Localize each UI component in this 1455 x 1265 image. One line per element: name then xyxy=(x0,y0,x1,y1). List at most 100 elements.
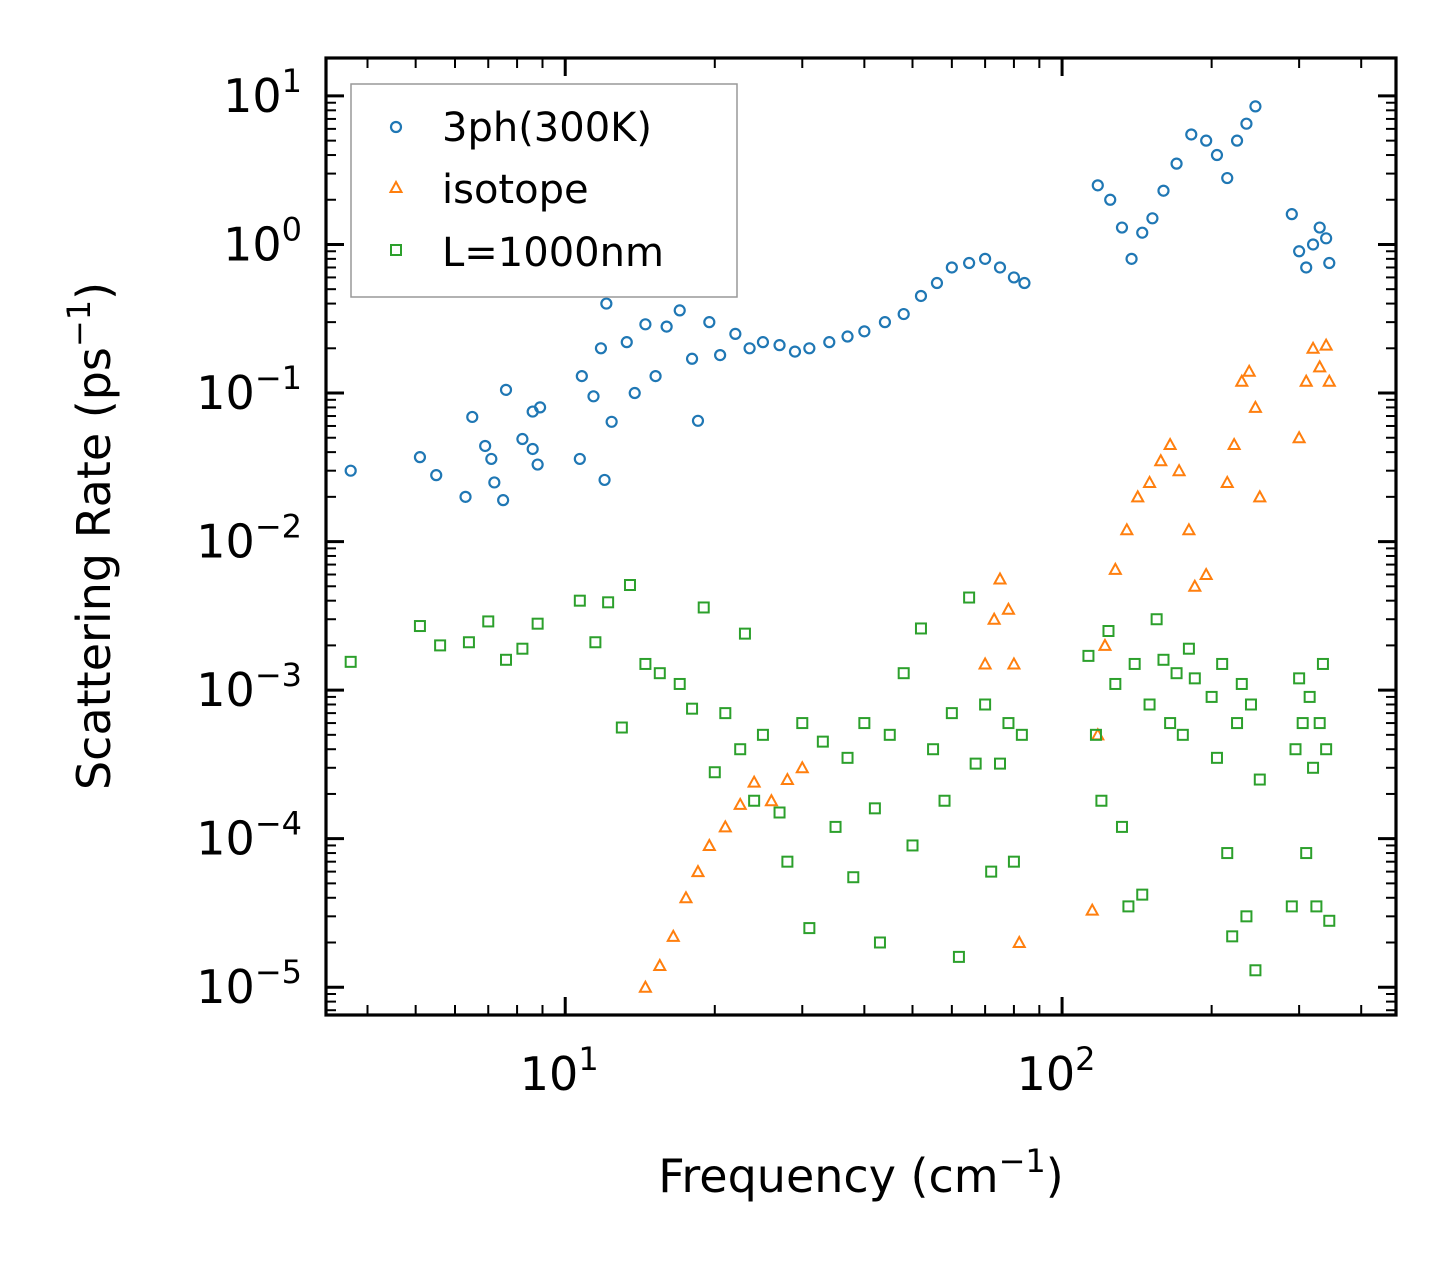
data-point-triangle xyxy=(1312,359,1327,373)
y-axis-label: Scattering Rate (ps−1) xyxy=(60,282,121,790)
data-point-circle xyxy=(1221,171,1234,185)
data-point-circle xyxy=(945,261,958,274)
y-tick-label-base: 10 xyxy=(196,960,255,1014)
data-point-circle xyxy=(1306,238,1320,251)
x-axis-label: Frequency (cm−1) xyxy=(658,1142,1063,1203)
data-point-square xyxy=(589,636,602,649)
data-point-circle xyxy=(756,336,770,349)
y-axis-label-end: ) xyxy=(67,282,121,300)
data-point-square xyxy=(531,617,544,630)
x-tick-label: 102 xyxy=(1017,1040,1096,1101)
data-point-square xyxy=(796,717,809,730)
data-point-circle xyxy=(1320,232,1333,245)
y-tick-label: 101 xyxy=(223,62,302,123)
data-point-square xyxy=(1188,672,1201,685)
x-tick-label-exponent: 2 xyxy=(1075,1040,1095,1078)
data-point-square xyxy=(1095,794,1108,807)
data-point-circle xyxy=(1007,271,1021,284)
data-point-circle xyxy=(673,304,686,317)
data-point-triangle xyxy=(746,774,762,788)
legend-label-isotope: isotope xyxy=(442,167,589,213)
y-tick-label: 10−2 xyxy=(196,508,302,569)
data-point-triangle xyxy=(1248,399,1263,413)
data-point-circle xyxy=(1091,179,1104,192)
x-axis-label-end: ) xyxy=(1046,1149,1064,1203)
data-point-circle xyxy=(1170,157,1183,170)
data-point-triangle xyxy=(666,928,681,942)
legend-box xyxy=(350,83,738,298)
data-point-circle xyxy=(344,464,357,477)
data-point-triangle xyxy=(678,890,694,904)
y-tick-label-base: 10 xyxy=(196,812,255,866)
legend-entry-l1000nm: L=1000nm xyxy=(390,230,664,276)
x-tick-label-base: 10 xyxy=(520,1047,579,1101)
legend-entry-isotope: isotope xyxy=(388,167,589,213)
data-point-square xyxy=(952,950,965,963)
data-point-circle xyxy=(488,476,501,489)
x-tick-label-base: 10 xyxy=(1017,1047,1076,1101)
data-point-square xyxy=(1210,751,1223,764)
y-tick-label: 10−1 xyxy=(196,359,302,420)
data-point-circle xyxy=(930,276,944,290)
legend: 3ph(300K) isotope L=1000nm xyxy=(350,83,738,298)
data-point-circle xyxy=(573,452,586,466)
data-point-triangle xyxy=(638,979,653,993)
data-point-circle xyxy=(993,261,1007,274)
data-point-square xyxy=(829,820,842,833)
data-point-square xyxy=(914,622,927,635)
data-point-square xyxy=(673,677,686,690)
data-point-circle xyxy=(1249,100,1262,113)
data-point-triangle xyxy=(764,793,779,807)
data-point-square xyxy=(1015,728,1028,741)
data-point-square xyxy=(927,743,940,756)
data-point-circle xyxy=(459,490,472,503)
data-point-triangle xyxy=(977,656,993,670)
y-tick-label-base: 10 xyxy=(196,515,255,569)
data-point-square xyxy=(623,579,636,592)
data-point-square xyxy=(748,794,761,807)
data-point-square xyxy=(773,806,786,819)
data-point-square xyxy=(1226,930,1239,943)
data-point-triangle xyxy=(1097,637,1113,651)
legend-marker-circle xyxy=(389,120,403,134)
legend-marker-square xyxy=(390,244,402,256)
data-point-triangle xyxy=(1291,430,1307,444)
data-point-square xyxy=(1205,690,1218,703)
data-point-circle xyxy=(823,336,836,349)
data-point-circle xyxy=(1313,221,1326,234)
y-axis-label-exponent: −1 xyxy=(60,300,98,347)
data-point-square xyxy=(938,794,951,807)
data-point-circle xyxy=(841,330,854,343)
y-tick-label-exponent: −4 xyxy=(255,805,302,843)
legend-label-3ph: 3ph(300K) xyxy=(442,105,652,151)
data-point-circle xyxy=(1185,128,1198,141)
data-point-square xyxy=(516,642,529,655)
data-point-circle xyxy=(575,369,588,383)
data-point-triangle xyxy=(1142,474,1157,488)
data-point-square xyxy=(1240,910,1253,923)
data-point-square xyxy=(1164,717,1177,730)
data-point-square xyxy=(1150,613,1163,626)
data-point-square xyxy=(979,698,992,711)
series-3 xyxy=(344,579,1336,977)
data-point-square xyxy=(969,757,982,770)
y-tick-label-exponent: −2 xyxy=(255,508,302,546)
data-point-triangle xyxy=(1085,902,1100,916)
data-point-square xyxy=(1293,672,1306,685)
data-point-triangle xyxy=(1006,656,1022,670)
data-point-square xyxy=(1307,761,1320,774)
data-point-square xyxy=(653,667,666,680)
data-point-square xyxy=(1221,847,1234,860)
data-point-circle xyxy=(729,327,742,341)
data-point-square xyxy=(985,865,998,878)
data-point-circle xyxy=(1125,252,1138,265)
data-point-square xyxy=(708,766,721,779)
data-point-square xyxy=(847,871,860,884)
data-point-square xyxy=(945,707,958,720)
x-axis-label-main: Frequency (cm xyxy=(658,1149,998,1203)
data-point-circle xyxy=(1293,245,1306,258)
data-point-square xyxy=(1216,657,1229,670)
data-point-square xyxy=(841,751,854,764)
data-point-triangle xyxy=(1130,489,1145,503)
